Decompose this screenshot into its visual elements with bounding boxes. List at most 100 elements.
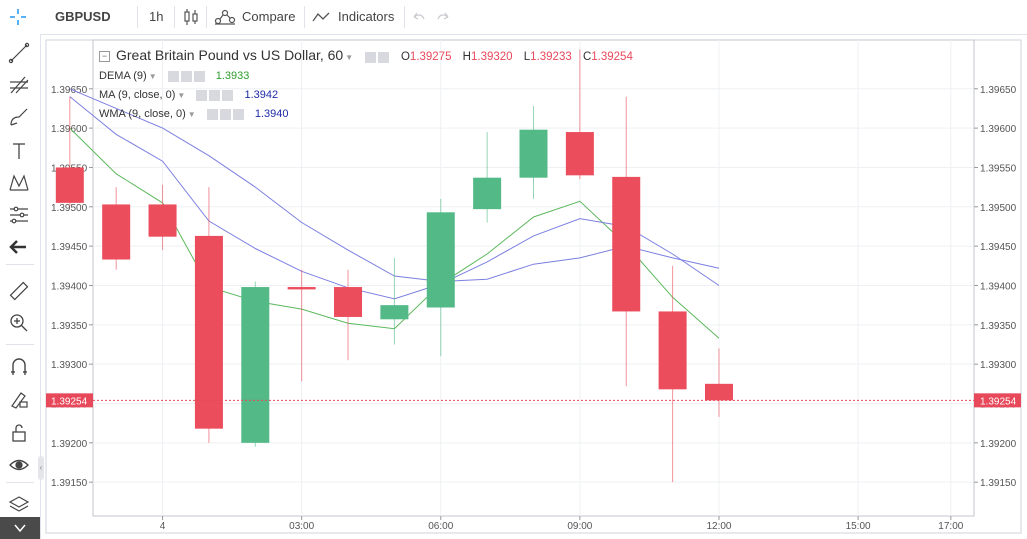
brush-icon[interactable] bbox=[6, 104, 32, 130]
divider bbox=[6, 344, 34, 345]
redo-icon[interactable] bbox=[436, 0, 450, 34]
chevron-down-icon[interactable]: ▼ bbox=[177, 91, 186, 100]
pattern-icon[interactable] bbox=[6, 170, 32, 196]
indicator-legend-wma[interactable]: WMA (9, close, 0) ▼ 1.3940 bbox=[99, 108, 289, 120]
time-scale[interactable]: 4 03:00 06:00 09:00 12:00 15:00 17:00 bbox=[160, 516, 964, 532]
y-tick-label-left: 1.39450 bbox=[51, 242, 88, 253]
magnet-icon[interactable] bbox=[6, 354, 32, 380]
close-icon[interactable] bbox=[222, 89, 234, 101]
symbol-search[interactable]: GBPUSD bbox=[55, 9, 111, 24]
legend-collapse-button[interactable]: − bbox=[99, 50, 110, 62]
divider bbox=[206, 6, 207, 28]
indicator-controls bbox=[167, 70, 207, 82]
y-tick-label-right: 1.39600 bbox=[980, 124, 1017, 135]
lock-drawing-icon[interactable] bbox=[6, 386, 32, 412]
y-tick-label-right: 1.39550 bbox=[980, 163, 1017, 174]
indicator-legend-dema[interactable]: DEMA (9) ▼ 1.3933 bbox=[99, 70, 249, 82]
ruler-icon[interactable] bbox=[6, 278, 32, 304]
indicator-legend-ma[interactable]: MA (9, close, 0) ▼ 1.3942 bbox=[99, 89, 278, 101]
candles-icon bbox=[184, 9, 198, 25]
candle-body bbox=[380, 305, 409, 320]
y-tick-label-left: 1.39500 bbox=[51, 203, 88, 214]
candle-body bbox=[102, 204, 131, 260]
last-price-label-left: 1.39254 bbox=[51, 396, 88, 407]
candle-body bbox=[148, 204, 177, 237]
visibility-icon[interactable] bbox=[206, 108, 218, 120]
close-icon[interactable] bbox=[193, 70, 205, 82]
undo-icon[interactable] bbox=[412, 0, 426, 34]
divider bbox=[404, 6, 405, 28]
last-price-label-right-bg bbox=[974, 393, 1021, 408]
sidebar-expand-button[interactable] bbox=[0, 517, 40, 539]
last-price-label-left-bg bbox=[46, 393, 93, 408]
indicators-icon bbox=[312, 12, 330, 22]
candle-body bbox=[704, 383, 733, 401]
y-tick-label-left: 1.39600 bbox=[51, 124, 88, 135]
candle-body bbox=[612, 176, 641, 312]
visibility-icon[interactable] bbox=[196, 89, 208, 101]
back-arrow-icon[interactable] bbox=[6, 234, 32, 260]
x-tick-label: 06:00 bbox=[428, 521, 453, 532]
chevron-down-icon bbox=[14, 524, 26, 533]
text-icon[interactable] bbox=[6, 138, 32, 164]
x-tick-label: 12:00 bbox=[706, 521, 731, 532]
candle-body bbox=[658, 311, 687, 390]
visibility-icon[interactable] bbox=[378, 52, 390, 64]
chart-legend: − Great Britain Pound vs US Dollar, 60 ▼ O… bbox=[99, 47, 633, 64]
prediction-icon[interactable] bbox=[6, 202, 32, 228]
trend-line-icon[interactable] bbox=[6, 40, 32, 66]
indicator-controls bbox=[206, 108, 246, 120]
chevron-down-icon[interactable]: ▼ bbox=[345, 53, 354, 62]
high-value: 1.39320 bbox=[470, 51, 513, 63]
compare-label: Compare bbox=[242, 9, 296, 24]
divider bbox=[304, 6, 305, 28]
plot-area-border bbox=[92, 39, 975, 517]
interval-button[interactable]: 1h bbox=[149, 9, 164, 24]
settings-icon[interactable] bbox=[365, 52, 377, 64]
y-tick-label-left: 1.39350 bbox=[51, 321, 88, 332]
candle-body bbox=[334, 287, 363, 317]
sidebar-collapse-handle[interactable]: ‹ bbox=[38, 456, 44, 480]
chevron-down-icon[interactable]: ▼ bbox=[148, 72, 157, 81]
unlock-icon[interactable] bbox=[6, 420, 32, 446]
indicator-value: 1.3933 bbox=[215, 70, 250, 82]
top-toolbar: GBPUSD 1h Compare Indicators bbox=[0, 0, 1027, 35]
chart-style-button[interactable] bbox=[182, 0, 200, 34]
visibility-icon[interactable] bbox=[167, 70, 179, 82]
layers-icon[interactable] bbox=[6, 492, 32, 518]
candle-body bbox=[519, 129, 548, 178]
open-label: O bbox=[400, 51, 410, 63]
y-tick-label-left: 1.39650 bbox=[51, 85, 88, 96]
compare-button[interactable]: Compare bbox=[214, 0, 298, 34]
candle-body bbox=[287, 287, 316, 290]
settings-icon[interactable] bbox=[180, 70, 192, 82]
fib-tool-icon[interactable] bbox=[6, 72, 32, 98]
x-tick-label: 15:00 bbox=[846, 521, 871, 532]
eye-icon[interactable] bbox=[6, 452, 32, 478]
y-tick-label-right: 1.39200 bbox=[980, 439, 1017, 450]
close-icon[interactable] bbox=[232, 108, 244, 120]
candles bbox=[55, 49, 733, 483]
x-tick-label: 09:00 bbox=[567, 521, 592, 532]
divider bbox=[174, 6, 175, 28]
price-scale-right[interactable]: 1.39650 1.39600 1.39550 1.39500 1.39450 1.394… bbox=[974, 85, 1017, 489]
crosshair-icon[interactable] bbox=[8, 0, 28, 34]
settings-icon[interactable] bbox=[209, 89, 221, 101]
candle-body bbox=[565, 132, 594, 176]
high-label: H bbox=[462, 51, 471, 63]
indicator-controls bbox=[196, 89, 235, 101]
candle-body bbox=[241, 287, 270, 443]
chevron-down-icon[interactable]: ▼ bbox=[187, 110, 196, 119]
series-controls bbox=[365, 48, 391, 64]
close-value: 1.39254 bbox=[591, 51, 633, 63]
y-tick-label-left: 1.39400 bbox=[51, 281, 88, 292]
open-value: 1.39275 bbox=[409, 51, 452, 63]
zoom-icon[interactable] bbox=[6, 310, 32, 336]
indicators-button[interactable]: Indicators bbox=[312, 0, 402, 34]
divider bbox=[6, 482, 34, 483]
low-value: 1.39233 bbox=[530, 51, 572, 63]
settings-icon[interactable] bbox=[219, 108, 231, 120]
last-price-label-right: 1.39254 bbox=[980, 396, 1017, 407]
y-tick-label-right: 1.39350 bbox=[980, 321, 1017, 332]
